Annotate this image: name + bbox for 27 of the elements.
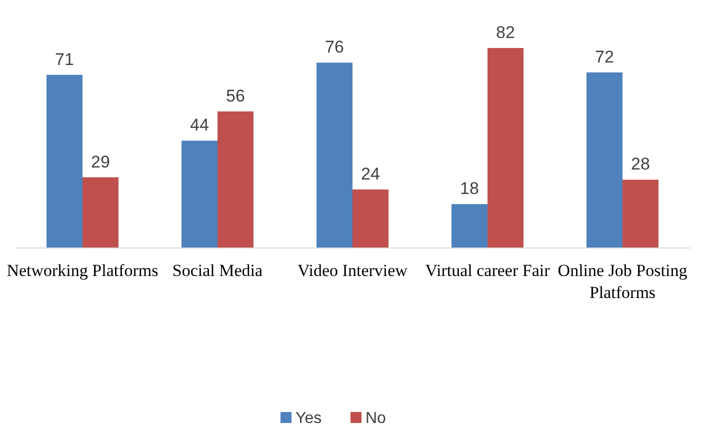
data-label: 28 [631, 154, 650, 174]
x-tick-label: Virtual career Fair [425, 261, 550, 280]
data-label: 76 [325, 38, 344, 57]
data-label: 24 [361, 164, 380, 184]
legend-label: Yes [296, 410, 322, 427]
legend-label: No [366, 410, 386, 427]
x-tick-label: Online Job Posting Platforms [558, 261, 688, 302]
data-label: 56 [226, 86, 245, 106]
x-tick-label: Social Media [172, 261, 264, 280]
bar [452, 204, 488, 248]
bar [316, 62, 352, 248]
bar [622, 180, 658, 248]
data-label: 71 [55, 50, 74, 69]
bar [182, 140, 218, 248]
bar [82, 177, 118, 248]
x-tick-label: Networking Platforms [6, 261, 158, 280]
data-label: 18 [460, 179, 479, 198]
bar [586, 72, 622, 248]
data-label: 44 [190, 116, 209, 135]
bar [488, 48, 524, 248]
bar [218, 111, 254, 248]
x-tick-label: Video Interview [298, 261, 408, 280]
bar [352, 189, 388, 248]
data-label: 29 [91, 152, 110, 172]
data-label: 82 [496, 23, 515, 42]
data-label: 72 [595, 47, 614, 66]
bar [46, 74, 82, 248]
